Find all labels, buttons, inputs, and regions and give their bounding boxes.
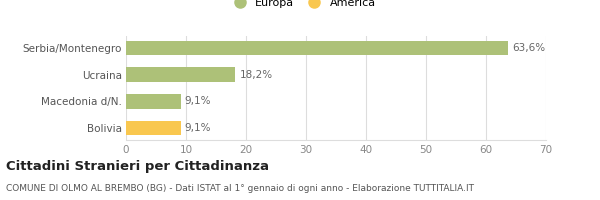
Legend: Europa, America: Europa, America [229, 0, 376, 8]
Text: COMUNE DI OLMO AL BREMBO (BG) - Dati ISTAT al 1° gennaio di ogni anno - Elaboraz: COMUNE DI OLMO AL BREMBO (BG) - Dati IST… [6, 184, 474, 193]
Bar [126, 121, 181, 135]
Text: 9,1%: 9,1% [185, 123, 211, 133]
Bar [126, 94, 181, 109]
Text: 18,2%: 18,2% [239, 70, 272, 80]
Text: 9,1%: 9,1% [185, 96, 211, 106]
Bar [126, 67, 235, 82]
Text: 63,6%: 63,6% [512, 43, 545, 53]
Bar [126, 41, 508, 55]
Text: Cittadini Stranieri per Cittadinanza: Cittadini Stranieri per Cittadinanza [6, 160, 269, 173]
